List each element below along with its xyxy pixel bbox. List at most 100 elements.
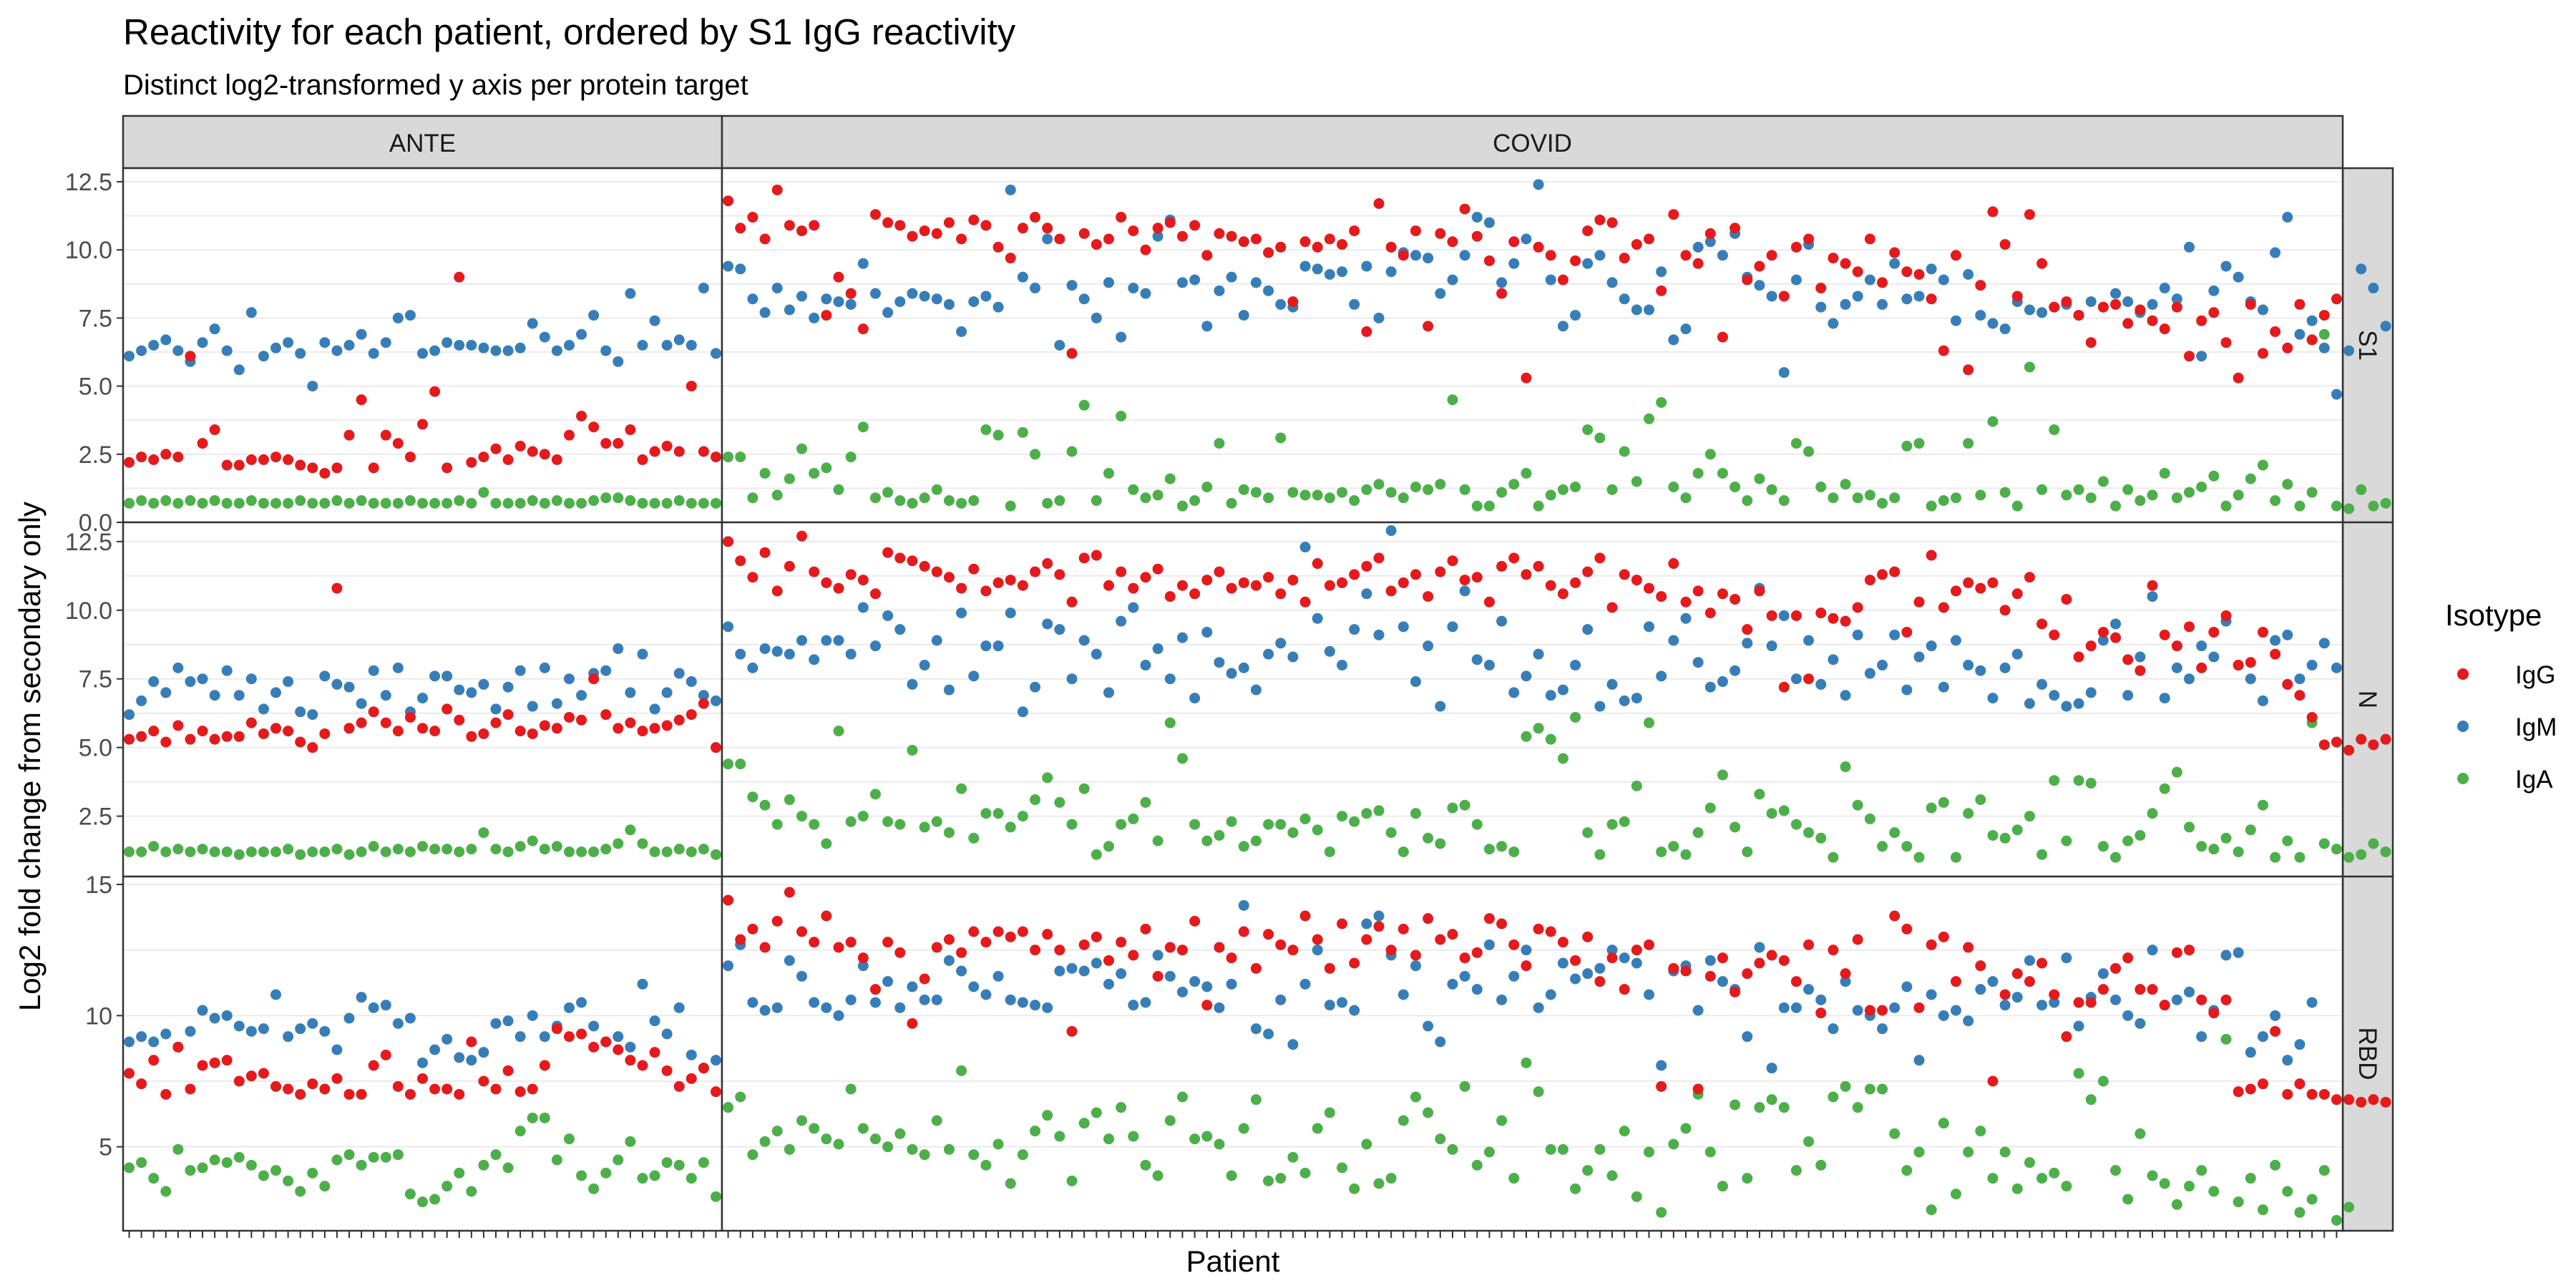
point-n-covid-igm (1644, 621, 1655, 633)
point-s1-covid-igm (1790, 274, 1802, 286)
point-n-covid-iga (2171, 766, 2182, 778)
point-s1-ante-iga (172, 497, 184, 509)
point-s1-covid-iga (1373, 479, 1385, 490)
point-rbd-covid-igg (2294, 1078, 2306, 1090)
point-rbd-covid-iga (1483, 1146, 1495, 1158)
point-n-ante-igm (661, 687, 673, 698)
point-n-ante-iga (625, 824, 636, 836)
point-n-covid-igm (2135, 651, 2146, 663)
point-rbd-covid-igg (1361, 934, 1372, 945)
point-rbd-ante-igg (563, 1031, 575, 1043)
point-n-ante-iga (429, 844, 441, 855)
point-s1-covid-iga (2356, 484, 2367, 495)
point-rbd-covid-igm (1913, 1055, 1925, 1066)
point-s1-covid-igm (919, 291, 930, 302)
point-rbd-covid-iga (2343, 1201, 2355, 1213)
point-n-covid-igg (1373, 552, 1385, 564)
point-s1-covid-iga (1017, 426, 1028, 438)
point-rbd-covid-igg (1656, 1080, 1667, 1092)
point-s1-covid-igm (1938, 274, 1949, 286)
point-n-covid-iga (2282, 835, 2293, 847)
point-rbd-ante-iga (245, 1159, 257, 1171)
point-s1-ante-igg (319, 467, 331, 479)
point-n-ante-iga (258, 846, 269, 857)
point-n-covid-igg (2257, 626, 2268, 638)
point-s1-covid-igg (2282, 342, 2293, 353)
point-s1-ante-igm (343, 340, 355, 351)
point-n-covid-igm (2097, 635, 2109, 646)
point-n-ante-iga (136, 846, 147, 857)
point-s1-covid-igm (2368, 283, 2379, 294)
point-n-ante-igm (490, 703, 502, 715)
point-n-ante-igg (527, 728, 538, 739)
point-rbd-covid-iga (1091, 1107, 1102, 1118)
point-n-ante-iga (356, 846, 367, 857)
point-n-covid-igg (2318, 739, 2330, 751)
point-n-ante-iga (527, 835, 538, 847)
point-s1-covid-iga (1508, 479, 1520, 490)
point-s1-covid-iga (2085, 492, 2097, 504)
point-rbd-covid-iga (2208, 1186, 2220, 1197)
point-rbd-covid-igg (1312, 934, 1323, 945)
point-n-ante-igm (185, 676, 196, 688)
point-s1-covid-igg (1570, 255, 1581, 266)
point-n-ante-igm (417, 693, 428, 704)
point-n-ante-iga (283, 844, 294, 855)
point-s1-covid-iga (2318, 328, 2330, 340)
point-n-ante-igg (307, 742, 318, 753)
point-rbd-covid-igm (1999, 1000, 2011, 1011)
point-s1-ante-iga (661, 497, 673, 509)
point-s1-covid-igm (894, 296, 906, 308)
point-n-covid-iga (1337, 811, 1348, 822)
point-s1-covid-iga (1471, 500, 1483, 512)
point-n-covid-igg (1054, 569, 1065, 580)
point-s1-covid-igm (2184, 241, 2195, 253)
point-n-covid-igm (2245, 673, 2256, 685)
point-s1-covid-igm (1250, 277, 1262, 288)
point-rbd-ante-igg (233, 1075, 245, 1087)
point-n-covid-igg (1042, 558, 1053, 570)
point-rbd-covid-igg (1140, 923, 1151, 935)
point-s1-covid-iga (1312, 489, 1323, 501)
point-n-ante-igm (270, 687, 282, 698)
point-n-covid-iga (2233, 846, 2244, 857)
point-n-covid-iga (1005, 821, 1016, 833)
point-s1-ante-igm (417, 348, 428, 359)
point-n-covid-igm (919, 660, 930, 671)
point-n-covid-iga (1987, 829, 1999, 841)
point-rbd-ante-iga (698, 1157, 709, 1169)
point-rbd-covid-igg (1778, 955, 1790, 966)
point-rbd-ante-iga (258, 1170, 269, 1181)
point-n-covid-igm (784, 648, 795, 660)
point-rbd-covid-iga (992, 1138, 1004, 1150)
point-s1-covid-igg (1238, 236, 1249, 248)
point-s1-covid-igg (1963, 364, 1974, 376)
point-s1-covid-igg (1521, 372, 1532, 384)
point-n-ante-igm (600, 665, 612, 676)
point-s1-covid-iga (1201, 482, 1213, 492)
point-s1-ante-iga (637, 497, 648, 509)
point-n-ante-iga (551, 841, 562, 852)
point-s1-covid-igg (2220, 337, 2232, 348)
point-n-covid-iga (1287, 827, 1299, 839)
point-s1-covid-iga (845, 452, 857, 463)
point-s1-covid-iga (2159, 467, 2170, 479)
point-n-ante-igm (637, 648, 648, 660)
point-n-ante-igg (380, 717, 391, 728)
point-n-ante-igg (368, 706, 379, 718)
point-rbd-covid-iga (1078, 1118, 1090, 1129)
point-rbd-covid-igg (759, 942, 771, 953)
point-s1-covid-iga (1840, 479, 1851, 490)
point-rbd-covid-igm (1606, 945, 1618, 956)
point-rbd-covid-iga (2318, 1165, 2330, 1176)
point-n-covid-iga (2073, 775, 2084, 786)
point-n-covid-igg (1423, 591, 1434, 602)
y-tick-label: 7.5 (79, 305, 112, 332)
point-s1-covid-iga (2270, 495, 2281, 507)
point-rbd-ante-iga (331, 1154, 343, 1166)
point-rbd-ante-iga (686, 1173, 697, 1184)
point-rbd-covid-iga (1471, 1159, 1483, 1171)
point-rbd-covid-iga (1263, 1175, 1274, 1186)
point-rbd-ante-igm (649, 1015, 660, 1027)
point-n-covid-iga (1435, 838, 1446, 849)
